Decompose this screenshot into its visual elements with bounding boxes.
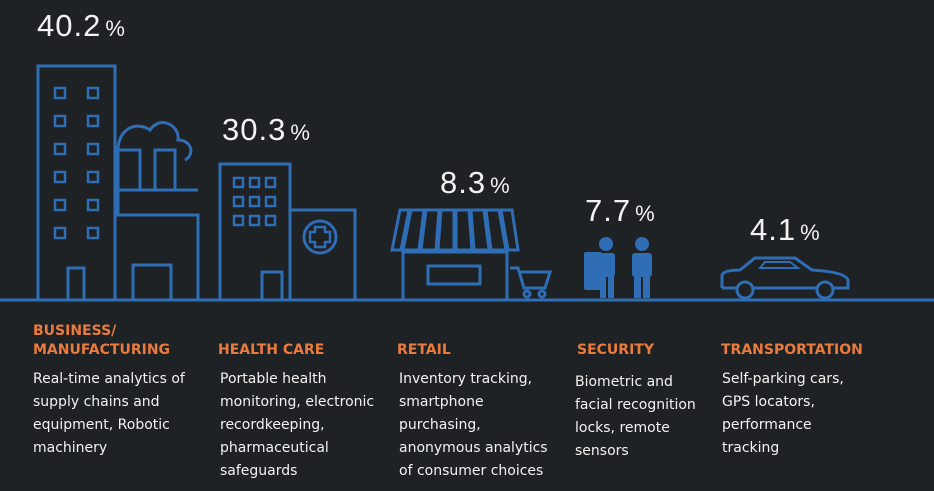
sector-description: Portable health monitoring, electronic r… (220, 371, 375, 479)
sector-description: Inventory tracking, smartphone purchasin… (399, 371, 548, 479)
sector-label: SECURITY (577, 342, 654, 358)
sector-description: Self-parking cars, GPS locators, perform… (722, 371, 844, 456)
sector-label: RETAIL (397, 342, 451, 358)
sector-label: TRANSPORTATION (721, 342, 863, 358)
store-icon (390, 208, 553, 302)
percent: 7.7% (585, 193, 656, 228)
percent: 40.2% (37, 8, 126, 43)
car-icon (720, 256, 850, 300)
percent: 4.1% (750, 212, 821, 247)
percent: 8.3% (440, 165, 511, 200)
sector-description: Biometric and facial recognition locks, … (575, 374, 696, 459)
sector-label: BUSINESS/ MANUFACTURING (33, 323, 171, 358)
sector-description: Real-time analytics of supply chains and… (33, 371, 185, 456)
sector-label: HEALTH CARE (218, 342, 325, 358)
security-icon (584, 237, 652, 298)
building-icon (36, 64, 200, 302)
hospital-icon (218, 162, 357, 302)
percent: 30.3% (222, 112, 311, 147)
